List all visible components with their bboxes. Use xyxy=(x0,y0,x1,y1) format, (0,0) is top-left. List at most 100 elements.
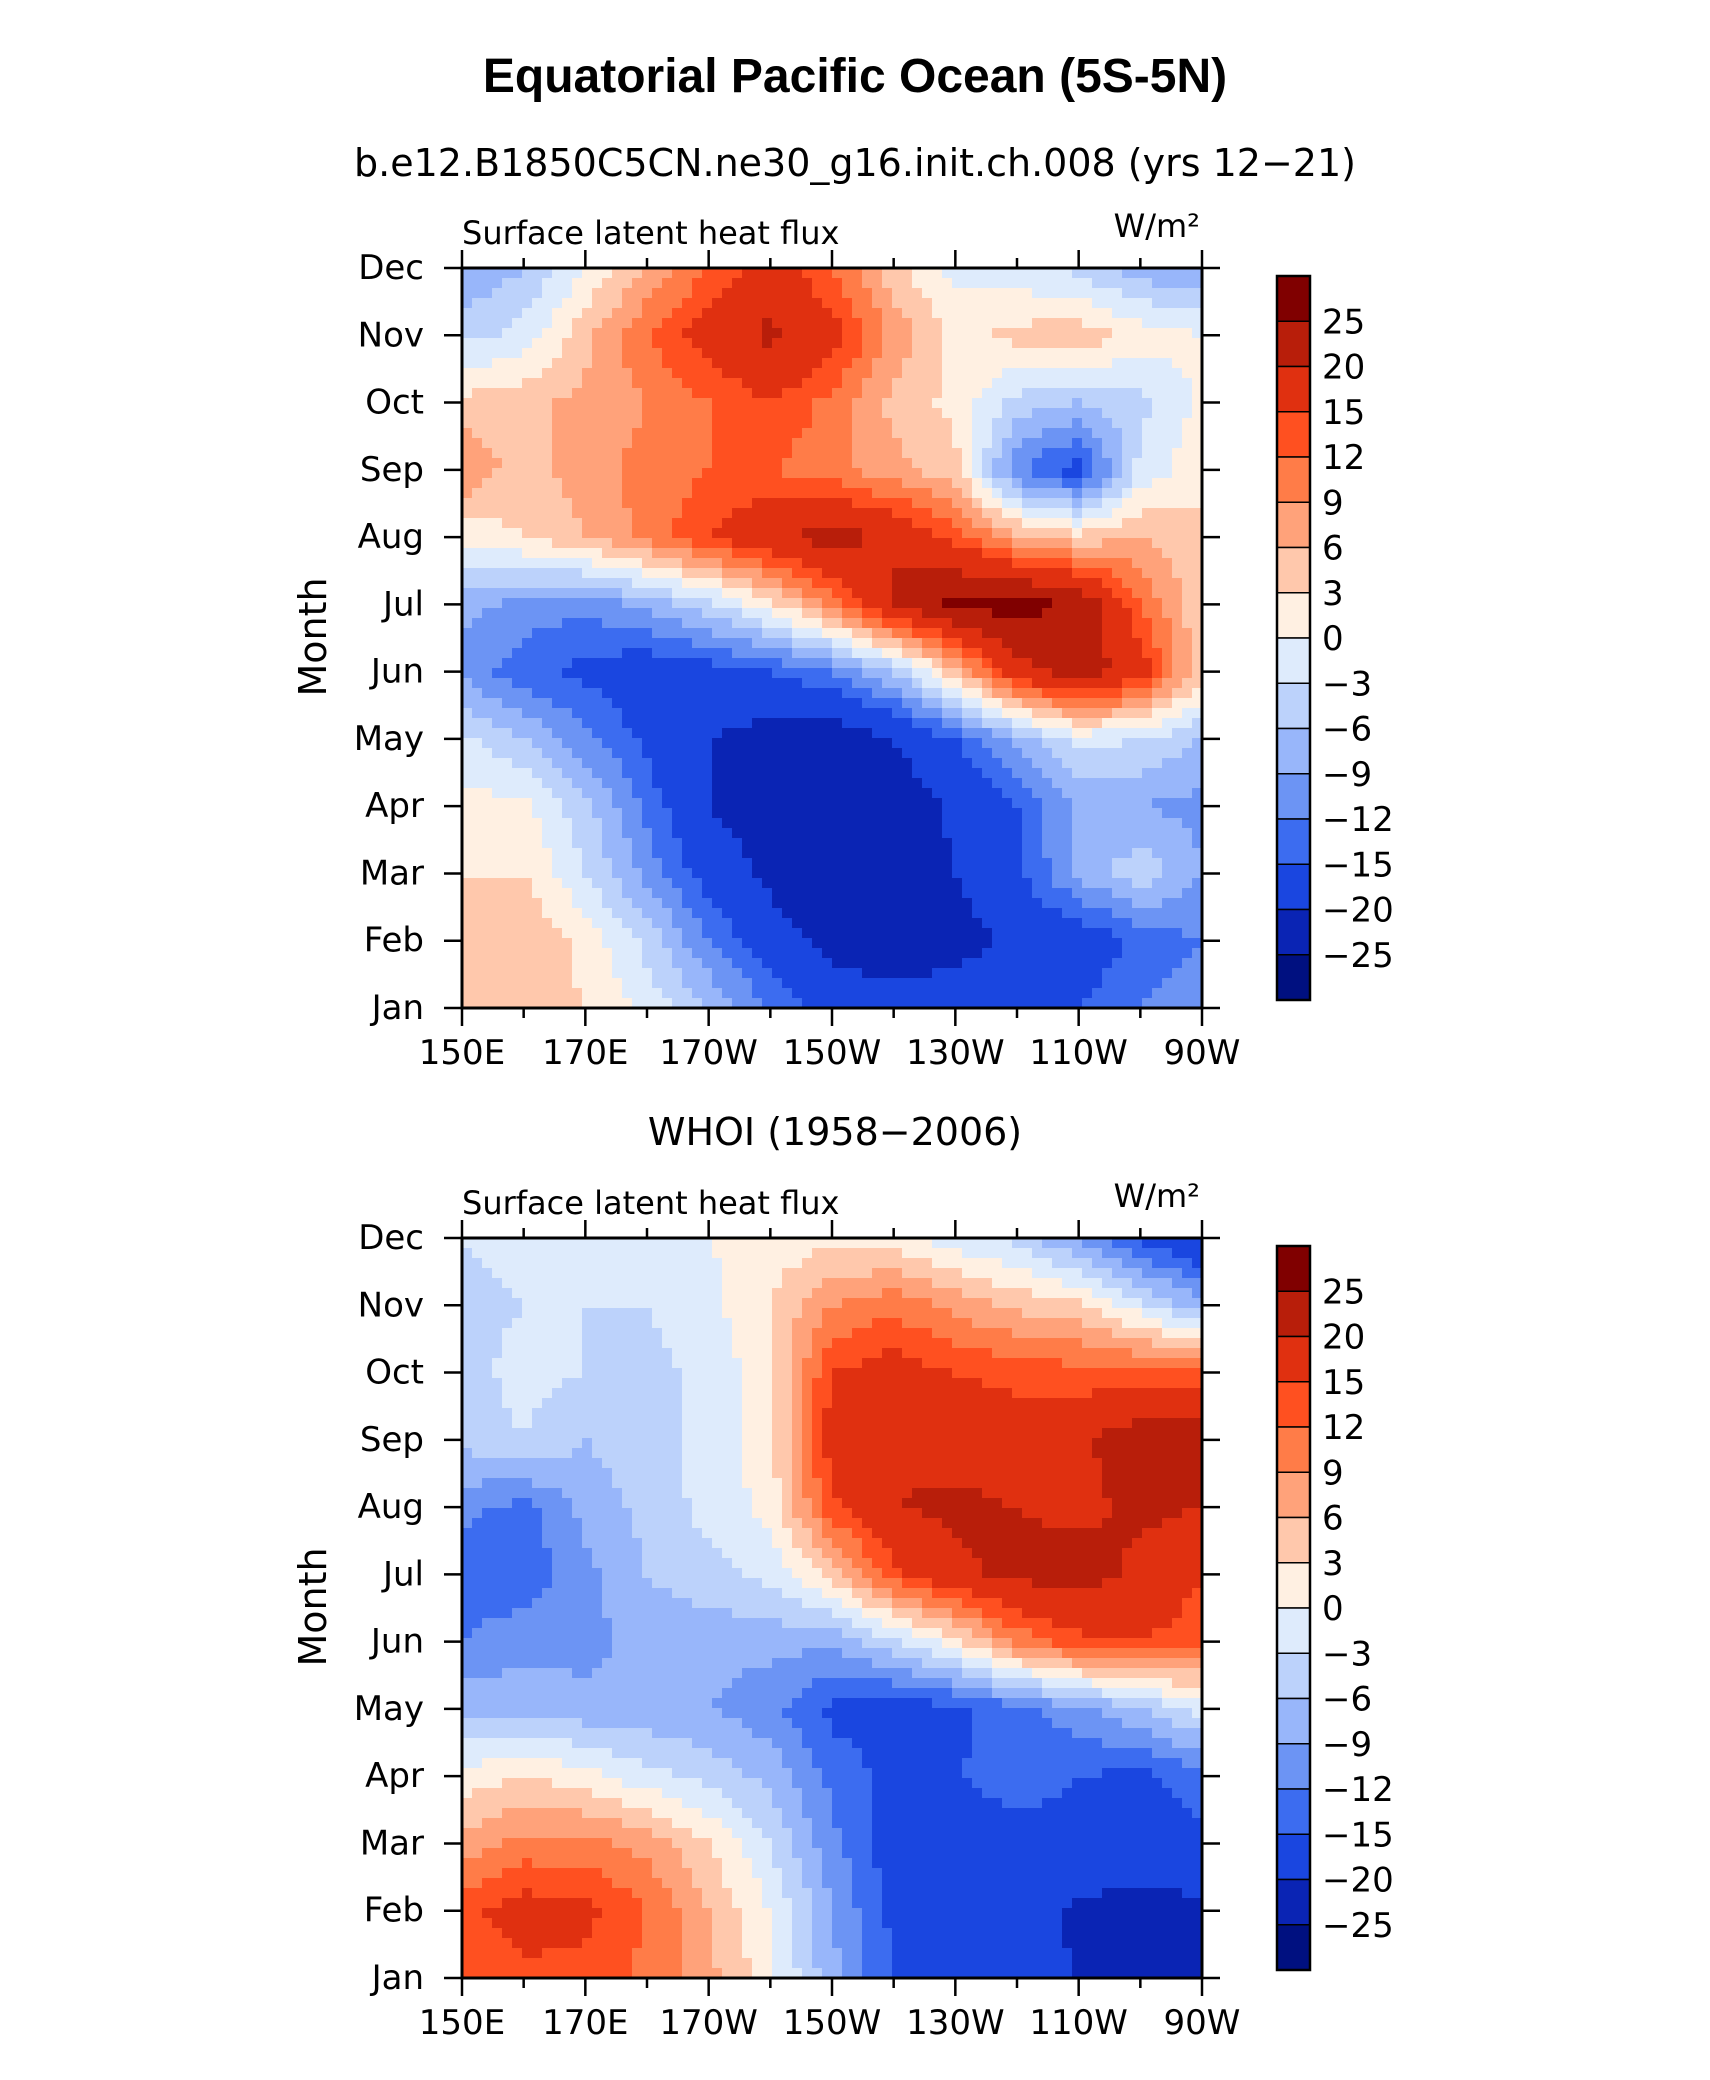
heatmap-cell xyxy=(882,778,893,789)
heatmap-cell xyxy=(622,618,633,629)
heatmap-cell xyxy=(1002,768,1013,779)
heatmap-cell xyxy=(1042,758,1053,769)
heatmap-cell xyxy=(802,838,813,849)
heatmap-cell xyxy=(882,278,893,289)
heatmap-cell xyxy=(1172,588,1183,599)
heatmap-cell xyxy=(972,268,983,279)
heatmap-cell xyxy=(642,448,653,459)
heatmap-cell xyxy=(1162,798,1173,809)
heatmap-cell xyxy=(532,398,543,409)
heatmap-cell xyxy=(722,298,733,309)
heatmap-cell xyxy=(1102,898,1113,909)
heatmap-cell xyxy=(1172,858,1183,869)
heatmap-cell xyxy=(1002,428,1013,439)
heatmap-cell xyxy=(942,318,953,329)
heatmap-cell xyxy=(652,878,663,889)
heatmap-cell xyxy=(1092,418,1103,429)
heatmap-cell xyxy=(632,528,643,539)
heatmap-cell xyxy=(1122,828,1133,839)
heatmap-cell xyxy=(1152,428,1163,439)
heatmap-cell xyxy=(772,368,783,379)
heatmap-cell xyxy=(932,698,943,709)
heatmap-cell xyxy=(1082,678,1093,689)
heatmap-cell xyxy=(1182,578,1193,589)
heatmap-cell xyxy=(1092,438,1103,449)
heatmap-cell xyxy=(962,438,973,449)
heatmap-cell xyxy=(842,408,853,419)
heatmap-cell xyxy=(712,498,723,509)
heatmap-cell xyxy=(722,738,733,749)
heatmap-cell xyxy=(662,468,673,479)
heatmap-cell xyxy=(912,858,923,869)
heatmap-cell xyxy=(1162,538,1173,549)
heatmap-cell xyxy=(622,758,633,769)
heatmap-cell xyxy=(1032,638,1043,649)
heatmap-cell xyxy=(852,668,863,679)
heatmap-cell xyxy=(822,548,833,559)
heatmap-cell xyxy=(822,688,833,699)
heatmap-cell xyxy=(672,318,683,329)
heatmap-cell xyxy=(1142,868,1153,879)
heatmap-cell xyxy=(722,418,733,429)
heatmap-cell xyxy=(1082,398,1093,409)
heatmap-cell xyxy=(622,918,633,929)
heatmap-cell xyxy=(1132,698,1143,709)
heatmap-cell xyxy=(562,478,573,489)
heatmap-cell xyxy=(1032,908,1043,919)
heatmap-cell xyxy=(1142,928,1153,939)
heatmap-cell xyxy=(772,328,783,339)
heatmap-cell xyxy=(482,448,493,459)
heatmap-cell xyxy=(1192,558,1203,569)
heatmap-cell xyxy=(922,368,933,379)
heatmap-cell xyxy=(1122,668,1133,679)
heatmap-cell xyxy=(752,728,763,739)
heatmap-cell xyxy=(912,598,923,609)
heatmap-cell xyxy=(812,588,823,599)
heatmap-cell xyxy=(622,768,633,779)
heatmap-cell xyxy=(992,478,1003,489)
heatmap-cell xyxy=(512,588,523,599)
heatmap-cell xyxy=(982,718,993,729)
heatmap-cell xyxy=(1112,718,1123,729)
heatmap-cell xyxy=(582,368,593,379)
heatmap-cell xyxy=(592,848,603,859)
heatmap-cell xyxy=(1092,348,1103,359)
heatmap-cell xyxy=(792,748,803,759)
heatmap-cell xyxy=(752,328,763,339)
heatmap-cell xyxy=(872,358,883,369)
heatmap-cell xyxy=(562,438,573,449)
heatmap-cell xyxy=(1112,698,1123,709)
heatmap-cell xyxy=(982,698,993,709)
heatmap-cell xyxy=(1032,578,1043,589)
heatmap-cell xyxy=(862,898,873,909)
heatmap-cell xyxy=(1062,738,1073,749)
heatmap-cell xyxy=(872,298,883,309)
heatmap-cell xyxy=(1052,558,1063,569)
heatmap-cell xyxy=(1002,878,1013,889)
heatmap-cell xyxy=(792,838,803,849)
heatmap-cell xyxy=(992,458,1003,469)
heatmap-cell xyxy=(802,748,813,759)
heatmap-cell xyxy=(1102,778,1113,789)
heatmap-cell xyxy=(852,458,863,469)
heatmap-cell xyxy=(612,678,623,689)
heatmap-cell xyxy=(622,528,633,539)
heatmap-cell xyxy=(832,778,843,789)
heatmap-cell xyxy=(712,718,723,729)
heatmap-cell xyxy=(1072,458,1083,469)
heatmap-cell xyxy=(812,398,823,409)
heatmap-cell xyxy=(642,778,653,789)
heatmap-cell xyxy=(722,498,733,509)
heatmap-cell xyxy=(1012,288,1023,299)
heatmap-cell xyxy=(692,808,703,819)
heatmap-cell xyxy=(562,758,573,769)
heatmap-cell xyxy=(862,368,873,379)
heatmap-cell xyxy=(1122,518,1133,529)
heatmap-cell xyxy=(1062,918,1073,929)
heatmap-cell xyxy=(862,348,873,359)
heatmap-cell xyxy=(682,338,693,349)
heatmap-cell xyxy=(632,558,643,569)
heatmap-cell xyxy=(932,458,943,469)
heatmap-cell xyxy=(602,548,613,559)
heatmap-cell xyxy=(612,608,623,619)
